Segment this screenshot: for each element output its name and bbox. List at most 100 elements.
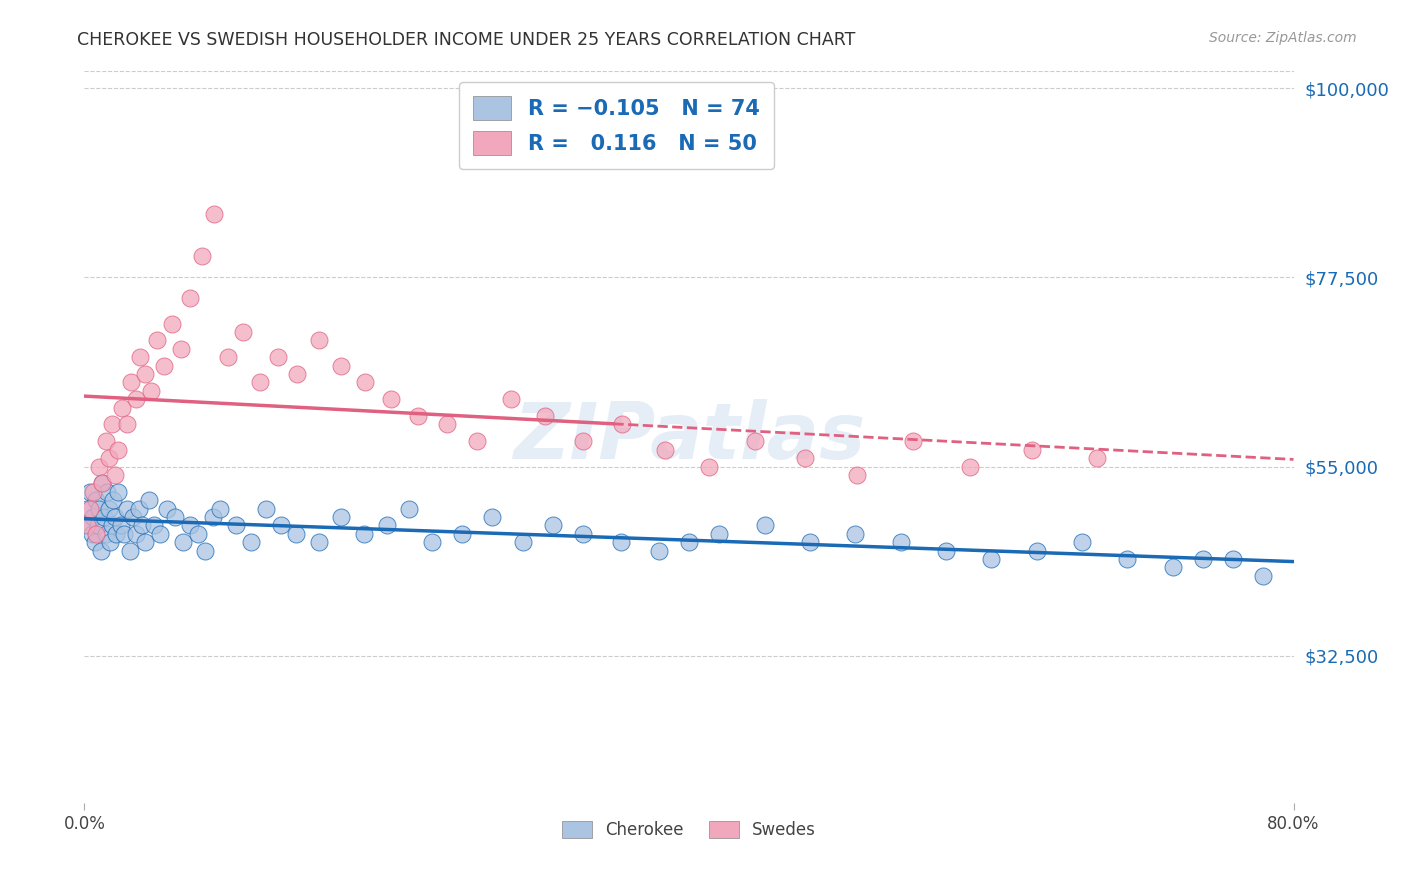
Point bbox=[187, 526, 209, 541]
Point bbox=[96, 484, 118, 499]
Point bbox=[98, 535, 121, 549]
Point bbox=[354, 376, 377, 390]
Point bbox=[1222, 552, 1244, 566]
Point bbox=[959, 459, 981, 474]
Point bbox=[82, 484, 104, 499]
Point bbox=[79, 484, 101, 499]
Point bbox=[201, 510, 224, 524]
Point bbox=[512, 535, 534, 549]
Point bbox=[111, 401, 134, 415]
Point bbox=[267, 350, 290, 364]
Point bbox=[89, 501, 111, 516]
Point bbox=[77, 518, 100, 533]
Point bbox=[94, 434, 117, 449]
Point bbox=[610, 535, 633, 549]
Point bbox=[101, 493, 124, 508]
Point bbox=[146, 334, 169, 348]
Point bbox=[799, 535, 821, 549]
Point bbox=[1021, 442, 1043, 457]
Point bbox=[375, 518, 398, 533]
Point bbox=[980, 552, 1002, 566]
Text: Source: ZipAtlas.com: Source: ZipAtlas.com bbox=[1209, 31, 1357, 45]
Point bbox=[1025, 543, 1047, 558]
Point bbox=[76, 518, 98, 533]
Point bbox=[1085, 451, 1108, 466]
Point bbox=[128, 501, 150, 516]
Point bbox=[209, 501, 232, 516]
Point bbox=[1161, 560, 1184, 574]
Point bbox=[105, 526, 128, 541]
Point bbox=[172, 535, 194, 549]
Legend: Cherokee, Swedes: Cherokee, Swedes bbox=[555, 814, 823, 846]
Point bbox=[436, 417, 458, 432]
Point bbox=[353, 526, 375, 541]
Point bbox=[1192, 552, 1215, 566]
Point bbox=[107, 442, 129, 457]
Point bbox=[134, 535, 156, 549]
Point bbox=[451, 526, 474, 541]
Point bbox=[754, 518, 776, 533]
Point bbox=[844, 526, 866, 541]
Point bbox=[541, 518, 564, 533]
Point bbox=[110, 518, 132, 533]
Point bbox=[82, 510, 104, 524]
Point bbox=[380, 392, 402, 407]
Point bbox=[481, 510, 503, 524]
Point bbox=[308, 535, 330, 549]
Point bbox=[398, 501, 420, 516]
Point bbox=[125, 526, 148, 541]
Point bbox=[890, 535, 912, 549]
Point bbox=[94, 526, 117, 541]
Point bbox=[79, 501, 101, 516]
Point bbox=[330, 359, 353, 373]
Point bbox=[149, 526, 172, 541]
Point bbox=[285, 526, 308, 541]
Point bbox=[612, 417, 634, 432]
Point bbox=[97, 501, 120, 516]
Point bbox=[1071, 535, 1094, 549]
Text: CHEROKEE VS SWEDISH HOUSEHOLDER INCOME UNDER 25 YEARS CORRELATION CHART: CHEROKEE VS SWEDISH HOUSEHOLDER INCOME U… bbox=[77, 31, 856, 49]
Point bbox=[118, 543, 141, 558]
Point bbox=[76, 501, 98, 516]
Point bbox=[408, 409, 430, 423]
Point bbox=[845, 467, 868, 482]
Point bbox=[1253, 569, 1275, 583]
Point bbox=[125, 392, 148, 407]
Point bbox=[120, 376, 142, 390]
Point bbox=[191, 249, 214, 263]
Point bbox=[467, 434, 489, 449]
Point bbox=[121, 510, 143, 524]
Point bbox=[156, 501, 179, 516]
Point bbox=[179, 518, 201, 533]
Point bbox=[129, 350, 152, 364]
Point bbox=[87, 518, 110, 533]
Text: ZIPatlas: ZIPatlas bbox=[513, 399, 865, 475]
Point bbox=[225, 518, 247, 533]
Point bbox=[89, 459, 111, 474]
Point bbox=[153, 359, 176, 373]
Point bbox=[131, 518, 153, 533]
Point bbox=[572, 526, 595, 541]
Point bbox=[179, 291, 201, 305]
Point bbox=[91, 476, 114, 491]
Point bbox=[678, 535, 700, 549]
Point bbox=[935, 543, 957, 558]
Point bbox=[308, 334, 330, 348]
Point bbox=[100, 417, 122, 432]
Point bbox=[254, 501, 277, 516]
Point bbox=[420, 535, 443, 549]
Point bbox=[744, 434, 766, 449]
Point bbox=[499, 392, 522, 407]
Point bbox=[270, 518, 292, 533]
Point bbox=[239, 535, 262, 549]
Point bbox=[160, 317, 183, 331]
Point bbox=[84, 535, 107, 549]
Point bbox=[232, 325, 254, 339]
Point bbox=[654, 442, 676, 457]
Point bbox=[104, 510, 127, 524]
Point bbox=[165, 510, 187, 524]
Point bbox=[100, 518, 122, 533]
Point bbox=[115, 501, 138, 516]
Point bbox=[901, 434, 924, 449]
Point bbox=[80, 526, 103, 541]
